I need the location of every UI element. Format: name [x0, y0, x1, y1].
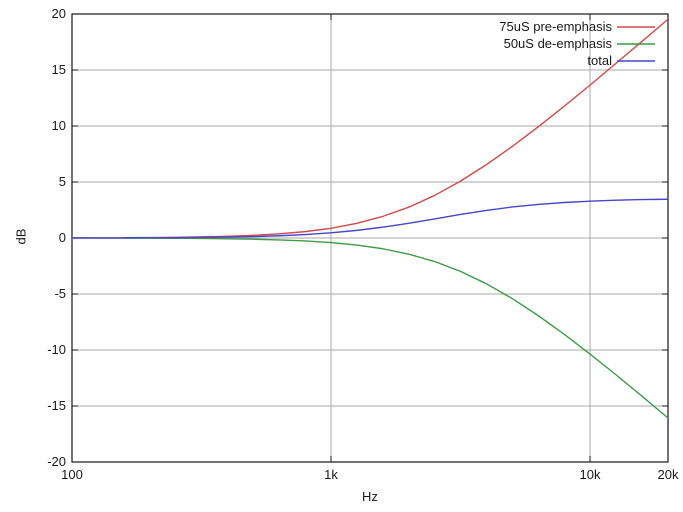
series-line-2 — [72, 198, 668, 239]
x-tick-label: 20k — [657, 467, 679, 482]
x-tick-label: 100 — [61, 467, 83, 482]
y-tick-label: -15 — [47, 398, 66, 413]
x-tick-label: 1k — [324, 467, 338, 482]
y-tick-label: 5 — [58, 174, 66, 189]
y-tick-label: 20 — [51, 6, 66, 21]
y-tick-label: -10 — [47, 342, 66, 357]
y-tick-label: 10 — [51, 118, 66, 133]
x-tick-label: 10k — [579, 467, 601, 482]
y-tick-label: 15 — [51, 62, 66, 77]
x-axis-title: Hz — [362, 489, 378, 504]
series-line-1 — [72, 237, 668, 419]
y-tick-label: -20 — [47, 454, 66, 469]
legend-label-1: 50uS de-emphasis — [503, 36, 612, 51]
y-tick-label: -5 — [54, 286, 66, 301]
y-tick-label: 0 — [58, 230, 66, 245]
legend-label-0: 75uS pre-emphasis — [499, 19, 612, 34]
legend-label-2: total — [587, 53, 612, 68]
